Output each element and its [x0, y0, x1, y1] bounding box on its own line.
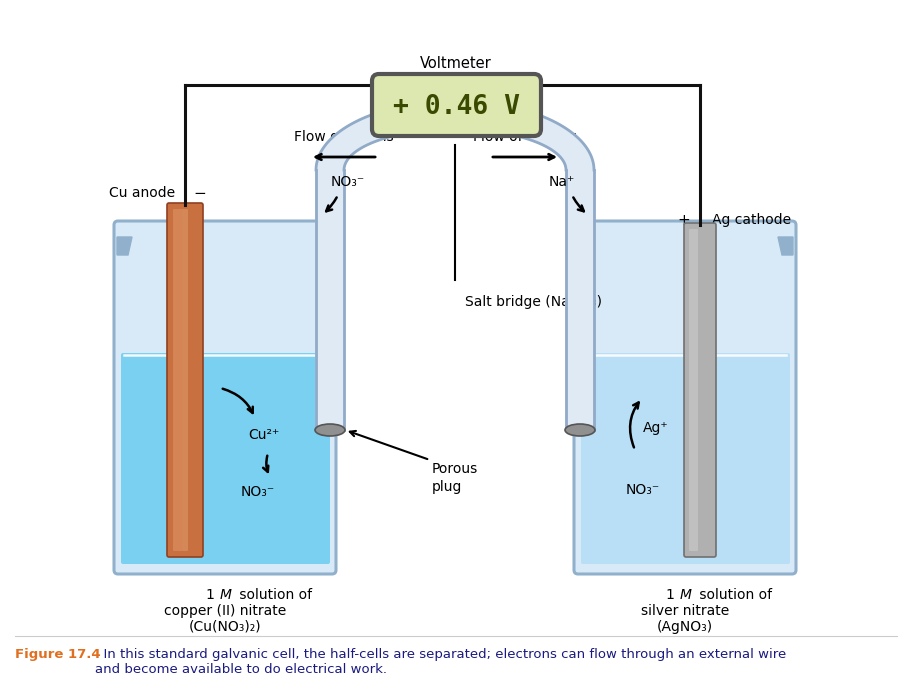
- Text: NO₃⁻: NO₃⁻: [626, 483, 660, 497]
- FancyBboxPatch shape: [173, 209, 182, 551]
- Text: −: −: [193, 185, 205, 200]
- Text: 1: 1: [205, 588, 219, 602]
- Text: copper (II) nitrate: copper (II) nitrate: [163, 604, 286, 618]
- Text: +: +: [677, 213, 690, 227]
- Text: In this standard galvanic cell, the half-cells are separated; electrons can flow: In this standard galvanic cell, the half…: [95, 648, 786, 676]
- Polygon shape: [117, 237, 132, 255]
- Text: Cu anode: Cu anode: [109, 186, 175, 200]
- Text: (Cu(NO₃)₂): (Cu(NO₃)₂): [189, 620, 261, 634]
- FancyBboxPatch shape: [182, 209, 188, 551]
- Text: Porous
plug: Porous plug: [432, 462, 478, 494]
- Text: Voltmeter: Voltmeter: [420, 56, 492, 71]
- Text: Flow of anions: Flow of anions: [294, 130, 394, 144]
- Text: M: M: [220, 588, 232, 602]
- Text: Figure 17.4: Figure 17.4: [15, 648, 100, 661]
- Ellipse shape: [565, 424, 595, 436]
- FancyBboxPatch shape: [581, 353, 790, 564]
- Text: solution of: solution of: [695, 588, 772, 602]
- Ellipse shape: [315, 424, 345, 436]
- FancyBboxPatch shape: [167, 203, 203, 557]
- Text: Ag cathode: Ag cathode: [712, 213, 792, 227]
- Text: Flow of cations: Flow of cations: [473, 130, 577, 144]
- Text: solution of: solution of: [235, 588, 312, 602]
- Polygon shape: [778, 237, 793, 255]
- Polygon shape: [316, 101, 594, 430]
- Text: Salt bridge (NaNO₃): Salt bridge (NaNO₃): [465, 295, 602, 309]
- Text: + 0.46 V: + 0.46 V: [393, 94, 519, 120]
- Text: silver nitrate: silver nitrate: [641, 604, 729, 618]
- Text: Na⁺: Na⁺: [549, 175, 575, 189]
- FancyBboxPatch shape: [121, 353, 330, 564]
- FancyBboxPatch shape: [114, 221, 336, 574]
- Text: (AgNO₃): (AgNO₃): [657, 620, 713, 634]
- FancyBboxPatch shape: [689, 229, 698, 551]
- Text: M: M: [680, 588, 692, 602]
- Text: Cu²⁺: Cu²⁺: [248, 428, 279, 442]
- FancyBboxPatch shape: [574, 221, 796, 574]
- Text: Ag⁺: Ag⁺: [643, 421, 668, 435]
- FancyBboxPatch shape: [684, 223, 716, 557]
- Text: 1: 1: [666, 588, 679, 602]
- FancyBboxPatch shape: [372, 74, 541, 136]
- Text: NO₃⁻: NO₃⁻: [241, 485, 275, 499]
- Text: NO₃⁻: NO₃⁻: [331, 175, 365, 189]
